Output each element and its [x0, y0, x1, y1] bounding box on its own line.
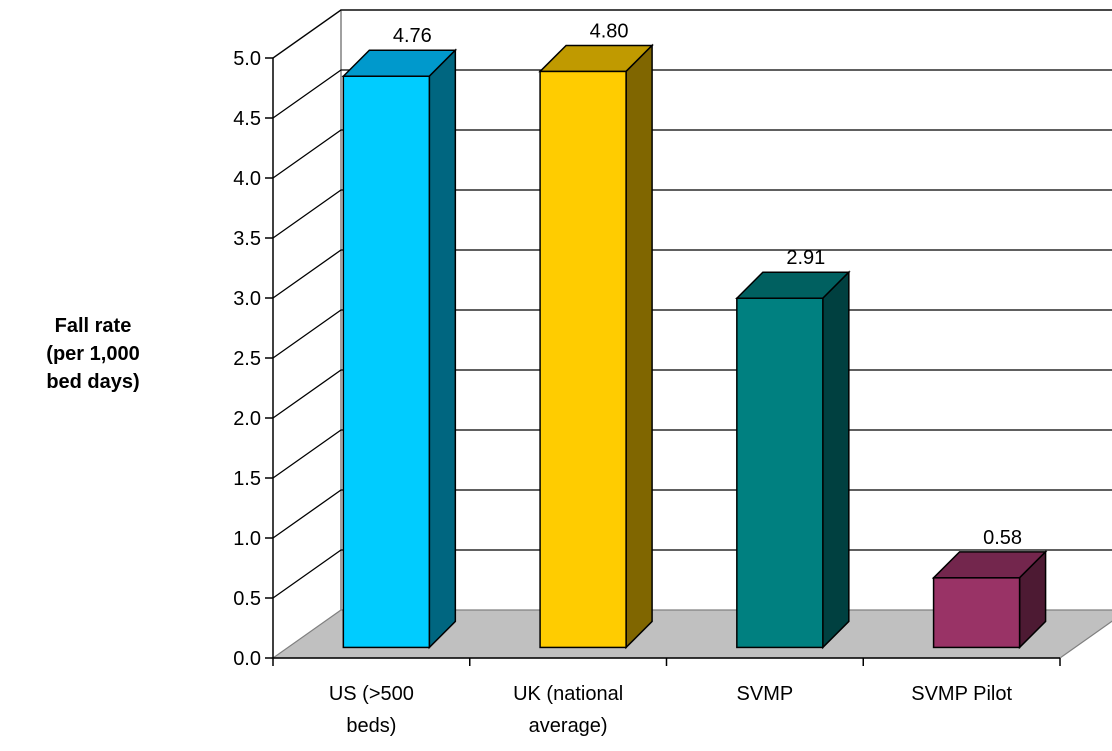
y-tick-label: 1.0 [233, 528, 261, 550]
category-label: US (>500 [329, 683, 414, 705]
y-axis-label-line-2: (per 1,000 [46, 343, 140, 365]
y-tick-label: 3.0 [233, 288, 261, 310]
data-label: 2.91 [786, 247, 825, 269]
y-tick-label: 4.0 [233, 168, 261, 190]
bar [341, 48, 458, 650]
data-label: 4.76 [393, 25, 432, 47]
category-label: average) [529, 715, 608, 737]
y-axis-label-line-3: bed days) [46, 371, 140, 393]
gridline [272, 549, 1112, 599]
gridline [272, 9, 1112, 59]
category-labels: US (>500 beds) UK (national average) SVMP SVM… [329, 683, 1013, 737]
y-tick-label: 0.5 [233, 588, 261, 610]
y-axis-label-line-1: Fall rate [54, 315, 132, 337]
category-label: SVMP Pilot [911, 683, 1012, 705]
bar-side [822, 270, 850, 650]
y-tick-labels: 0.0 0.5 1.0 1.5 2.0 2.5 3.0 3.5 4.0 4.5 5.0 [233, 48, 273, 670]
gridline [272, 369, 1112, 419]
y-tick-label: 2.5 [233, 348, 261, 370]
gridline [272, 249, 1112, 299]
category-label: beds) [346, 715, 396, 737]
bar [538, 43, 654, 650]
gridline [272, 129, 1112, 179]
bars [341, 43, 1048, 650]
bar-front [539, 70, 627, 649]
bar [931, 550, 1048, 650]
y-tick-label: 0.0 [233, 648, 261, 670]
y-tick-label: 3.5 [233, 228, 261, 250]
y-tick-label: 5.0 [233, 48, 261, 70]
category-label: UK (national [513, 683, 623, 705]
gridline [272, 489, 1112, 539]
y-axis-label: Fall rate (per 1,000 bed days) [18, 312, 168, 396]
bar-side [428, 48, 457, 650]
data-labels: 4.76 4.80 2.91 0.58 [393, 20, 1022, 548]
gridline [272, 429, 1112, 479]
gridline [272, 189, 1112, 239]
y-tick-label: 1.5 [233, 468, 261, 490]
y-tick-label: 4.5 [233, 108, 261, 130]
data-label: 0.58 [983, 527, 1022, 549]
bar-front [342, 75, 431, 649]
bar [735, 270, 851, 650]
bar-side [625, 43, 653, 650]
bar-front [736, 297, 824, 649]
data-label: 4.80 [590, 20, 629, 42]
bar-front [932, 577, 1021, 649]
gridline [272, 69, 1112, 119]
y-tick-label: 2.0 [233, 408, 261, 430]
gridline [272, 309, 1112, 359]
gridlines [272, 9, 1112, 599]
category-label: SVMP [737, 683, 794, 705]
